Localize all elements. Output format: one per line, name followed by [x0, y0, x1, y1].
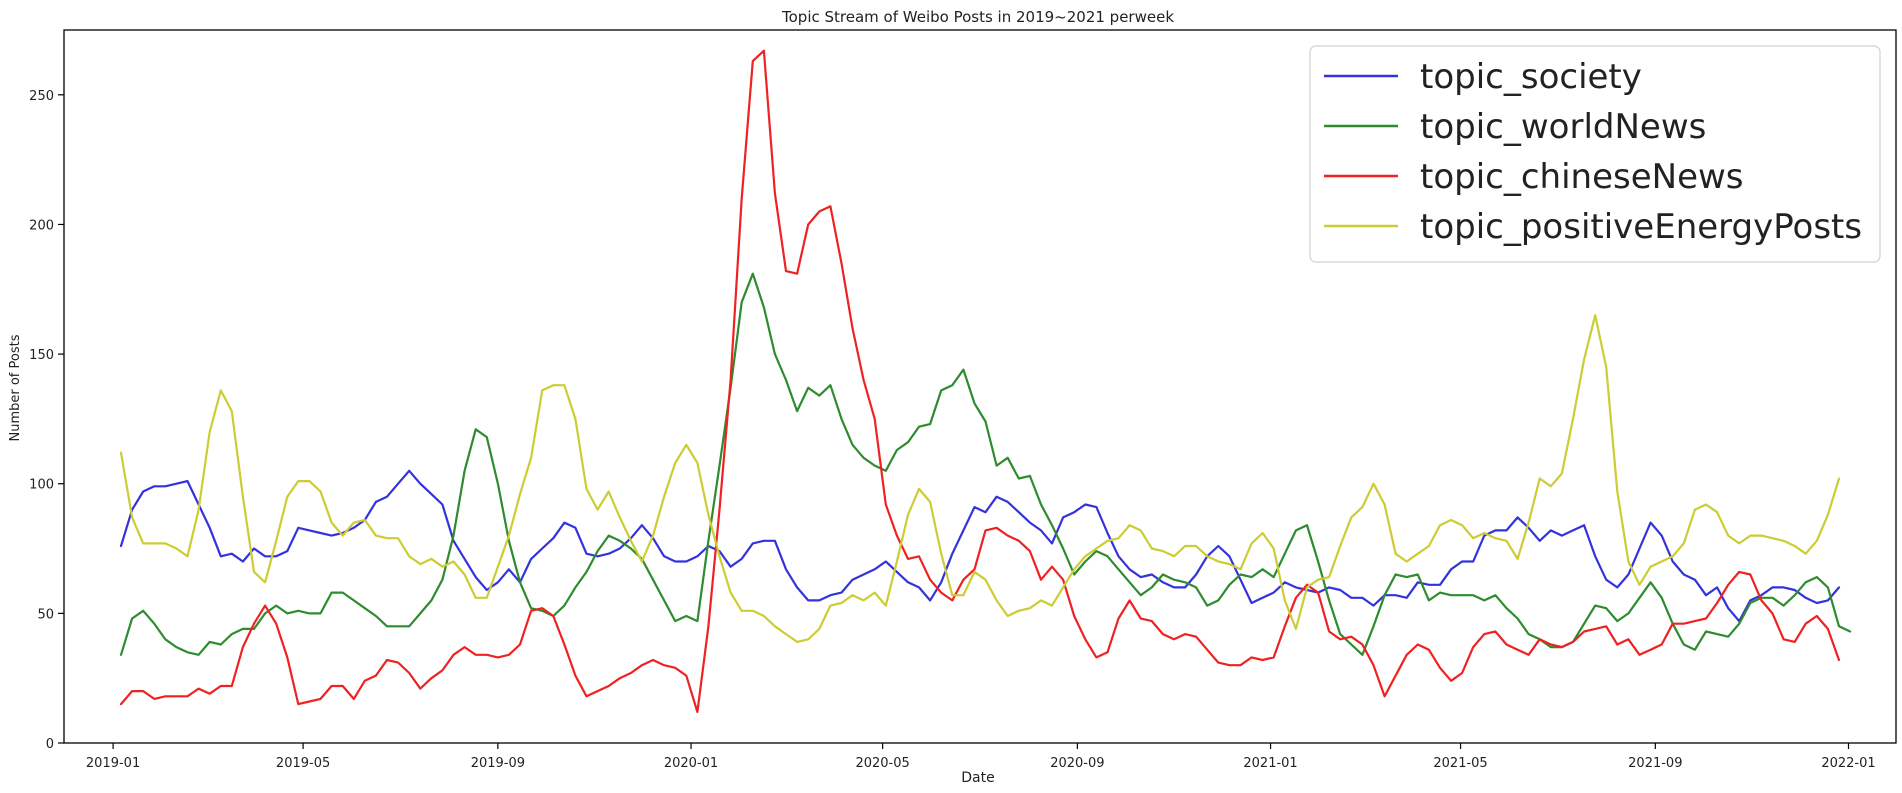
legend-label: topic_chineseNews	[1420, 157, 1744, 197]
y-tick-label: 200	[29, 218, 54, 233]
legend: topic_society topic_worldNews topic_chines…	[1309, 45, 1881, 263]
legend-label: topic_worldNews	[1420, 107, 1706, 147]
y-tick-label: 100	[29, 478, 54, 493]
legend-label: topic_positiveEnergyPosts	[1420, 207, 1862, 247]
legend-label: topic_society	[1420, 57, 1642, 97]
y-axis-label: Number of Posts	[8, 334, 23, 441]
legend-box	[1309, 45, 1881, 263]
x-axis: 2019-01 2019-05 2019-09 2020-01 2020-05 2020-…	[86, 743, 1876, 771]
x-tick-label: 2022-01	[1821, 756, 1875, 771]
x-tick-label: 2021-05	[1433, 756, 1487, 771]
x-tick-label: 2019-09	[471, 756, 525, 771]
x-tick-label: 2019-01	[86, 756, 140, 771]
x-axis-label: Date	[961, 770, 994, 786]
series-lines	[119, 49, 1852, 714]
x-tick-label: 2020-05	[855, 756, 909, 771]
series-line-topic_society	[119, 469, 1841, 623]
x-tick-label: 2020-09	[1050, 756, 1104, 771]
y-tick-label: 50	[37, 607, 54, 622]
x-tick-label: 2021-09	[1628, 756, 1682, 771]
y-axis: 0 50 100 150 200 250	[29, 89, 64, 752]
x-tick-label: 2021-01	[1243, 756, 1297, 771]
series-line-topic_chineseNews	[119, 49, 1841, 714]
series-line-topic_positiveEnergyPosts	[119, 314, 1841, 644]
plot-area-frame	[63, 29, 1897, 744]
y-tick-label: 150	[29, 348, 54, 363]
x-tick-label: 2020-01	[664, 756, 718, 771]
y-tick-label: 0	[46, 737, 54, 752]
y-tick-label: 250	[29, 89, 54, 104]
chart-title: Topic Stream of Weibo Posts in 2019~2021…	[781, 8, 1174, 26]
x-tick-label: 2019-05	[276, 756, 330, 771]
